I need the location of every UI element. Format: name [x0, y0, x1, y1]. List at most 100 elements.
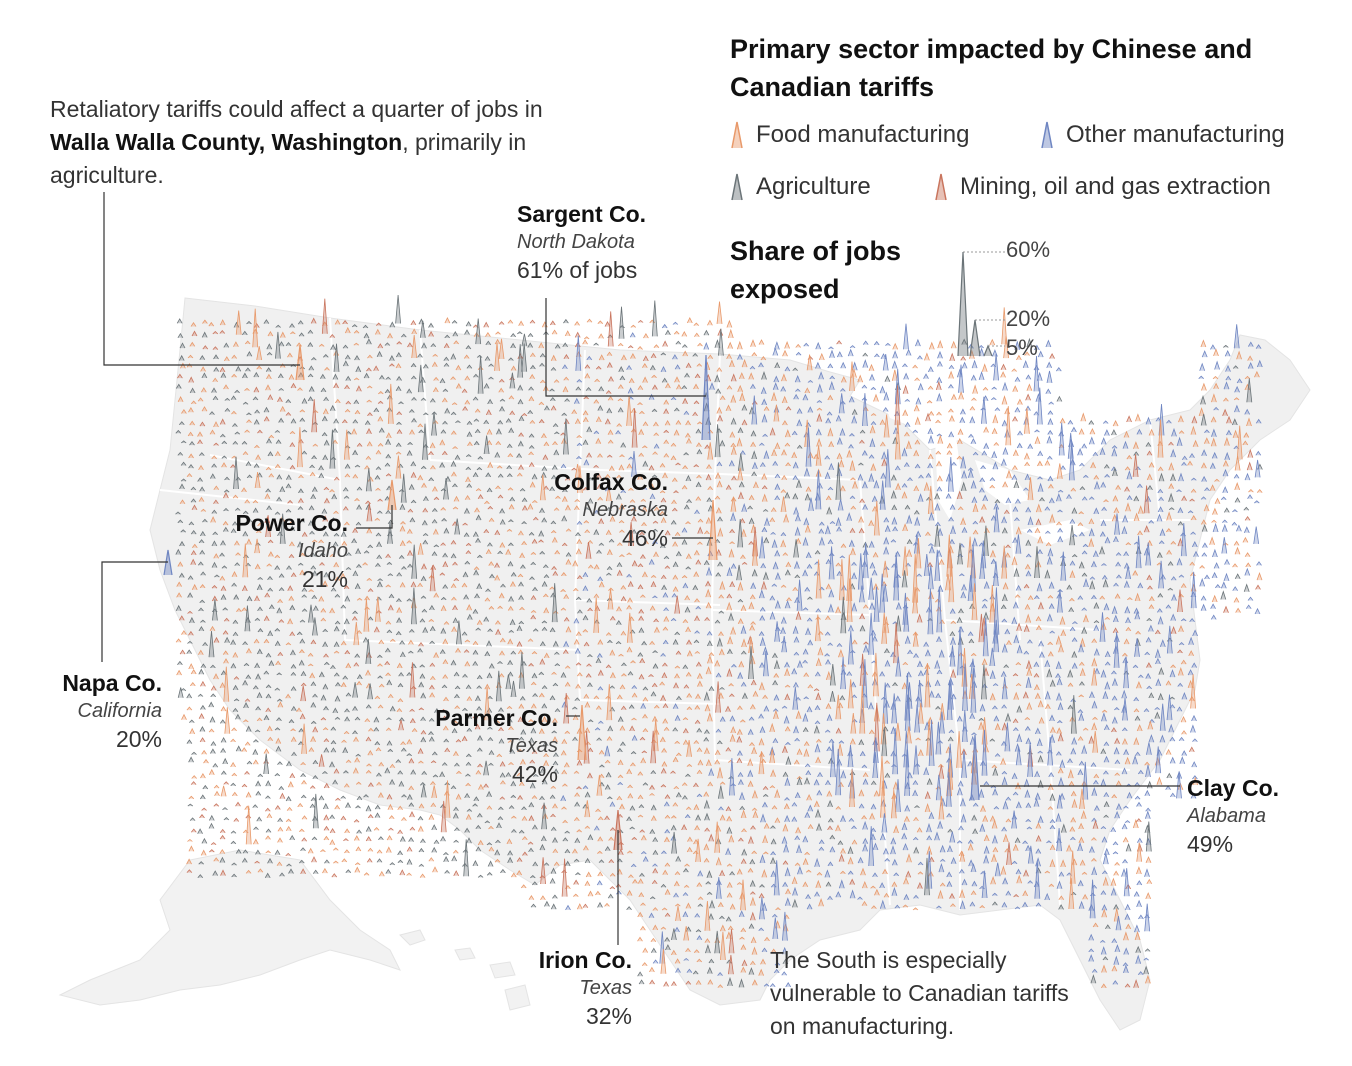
county-spike — [379, 374, 385, 380]
county-spike — [562, 364, 568, 370]
county-spike — [838, 393, 845, 414]
county-spike — [597, 496, 604, 501]
county-spike — [528, 895, 535, 900]
county-spike — [818, 371, 824, 380]
county-spike — [817, 482, 823, 489]
county-spike — [1113, 507, 1120, 514]
county-spike — [518, 320, 524, 326]
county-spike — [213, 354, 219, 360]
county-spike — [784, 429, 791, 438]
county-spike — [385, 432, 392, 439]
county-spike — [1093, 507, 1100, 515]
county-spike — [650, 947, 657, 953]
county-spike — [1068, 441, 1075, 481]
county-spike — [751, 352, 758, 357]
county-spike — [275, 324, 281, 328]
county-spike — [704, 444, 711, 449]
county-spike — [1136, 899, 1142, 908]
county-spike — [1124, 466, 1131, 471]
county-spike — [1112, 467, 1118, 477]
county-spike — [827, 363, 834, 369]
county-spike — [335, 797, 341, 801]
county-spike — [1214, 360, 1220, 370]
county-spike — [616, 493, 622, 500]
great-lakes-shape — [880, 385, 1090, 545]
county-spike — [485, 409, 492, 416]
county-spike — [1080, 412, 1087, 422]
county-spike — [527, 332, 534, 338]
county-spike — [466, 431, 473, 437]
county-spike — [653, 432, 659, 436]
county-spike — [682, 350, 689, 357]
county-spike — [1047, 410, 1054, 415]
county-spike — [367, 847, 374, 852]
county-spike — [499, 507, 505, 514]
county-spike — [681, 484, 688, 490]
county-spike — [802, 393, 809, 401]
county-spike — [784, 366, 791, 372]
county-spike — [671, 499, 677, 505]
county-spike — [232, 422, 238, 427]
county-spike — [353, 399, 360, 405]
county-spike — [330, 344, 336, 350]
county-spike — [323, 354, 329, 358]
county-spike — [211, 387, 217, 393]
county-spike — [252, 499, 259, 504]
county-spike — [750, 339, 756, 347]
county-spike — [507, 453, 514, 458]
county-spike — [253, 826, 259, 830]
county-spike — [957, 428, 964, 435]
county-spike — [1213, 382, 1219, 389]
county-spike — [849, 361, 855, 392]
county-spike — [233, 321, 240, 328]
county-spike — [298, 488, 304, 494]
county-spike — [199, 814, 205, 819]
county-spike — [989, 484, 995, 489]
county-spike — [792, 461, 799, 469]
county-spike — [385, 376, 391, 380]
county-spike — [208, 701, 215, 708]
county-spike — [1192, 439, 1199, 447]
county-spike — [299, 828, 305, 832]
county-spike — [198, 452, 205, 456]
county-spike — [397, 829, 403, 834]
county-spike — [1234, 482, 1241, 491]
county-spike — [389, 862, 396, 866]
county-spike — [1037, 482, 1044, 492]
county-spike — [202, 518, 208, 523]
county-spike — [925, 412, 931, 422]
county-spike — [550, 520, 557, 525]
county-spike — [1223, 605, 1229, 613]
county-spike — [584, 372, 591, 379]
county-spike — [235, 310, 242, 335]
county-spike — [972, 451, 979, 456]
county-spike — [211, 463, 217, 468]
county-spike — [220, 706, 227, 712]
county-spike — [265, 850, 271, 854]
county-spike — [443, 362, 450, 367]
county-spike — [784, 341, 790, 349]
county-spike — [772, 382, 779, 390]
county-spike — [428, 322, 434, 328]
county-spike — [606, 454, 613, 458]
county-spike — [1232, 365, 1239, 369]
county-spike — [377, 415, 384, 422]
county-spike — [363, 332, 370, 339]
county-spike — [770, 507, 777, 512]
county-spike — [891, 360, 898, 369]
county-spike — [453, 839, 459, 843]
county-spike — [749, 365, 756, 370]
county-spike — [355, 805, 361, 809]
county-spike — [981, 363, 988, 372]
county-spike — [606, 361, 613, 368]
county-spike — [1202, 542, 1208, 548]
county-spike — [177, 332, 184, 339]
county-spike — [1244, 552, 1251, 557]
county-spike — [913, 449, 920, 457]
county-spike — [1177, 507, 1184, 514]
county-spike — [1223, 344, 1229, 348]
county-spike — [1221, 523, 1228, 532]
county-spike — [464, 399, 471, 405]
county-spike — [693, 383, 699, 390]
county-spike — [408, 408, 415, 413]
